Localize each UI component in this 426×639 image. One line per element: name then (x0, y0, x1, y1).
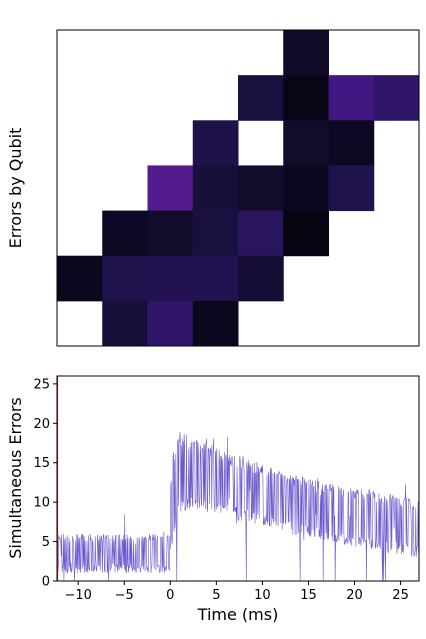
heatmap-cell (328, 120, 375, 166)
heatmap-cell (238, 75, 284, 121)
heatmap-cell (57, 255, 103, 302)
heatmap-cell (102, 300, 148, 347)
heatmap-cell (328, 75, 375, 121)
heatmap-cell (192, 120, 239, 166)
x-tick-label: 10 (254, 588, 271, 603)
y-tick-label: 5 (42, 535, 50, 550)
heatmap-cell (192, 300, 239, 347)
heatmap-ylabel: Errors by Qubit (6, 128, 25, 249)
y-tick-label: 20 (33, 417, 50, 432)
heatmap-cell (192, 210, 239, 257)
heatmap-cells (57, 30, 420, 347)
heatmap-cell (102, 255, 148, 302)
x-tick-label: 20 (346, 588, 363, 603)
timeseries-frame (56, 375, 420, 582)
timeseries-xlabel: Time (ms) (197, 605, 279, 624)
x-tick-label: 0 (166, 588, 174, 603)
heatmap-cell (147, 210, 194, 257)
heatmap-cell (147, 255, 194, 302)
heatmap-cell (283, 210, 329, 257)
heatmap-cell (102, 210, 148, 257)
heatmap-cell (283, 75, 329, 121)
timeseries-axes: −10 −5 0 5 10 15 20 25 0 5 10 15 20 25 (33, 377, 408, 603)
heatmap-cell (283, 165, 329, 212)
y-tick-label: 10 (33, 496, 50, 511)
heatmap-cell (192, 165, 239, 212)
x-tick-label: 5 (212, 588, 220, 603)
heatmap-cell (283, 120, 329, 166)
heatmap-cell (147, 165, 194, 212)
timeseries-ylabel: Simultaneous Errors (6, 397, 25, 559)
x-tick-label: 15 (300, 588, 317, 603)
heatmap-cell (238, 165, 284, 212)
heatmap-cell (238, 210, 284, 257)
timeseries-line (56, 431, 419, 582)
heatmap-cell (283, 30, 329, 76)
heatmap-cell (328, 165, 375, 212)
heatmap-cell (238, 255, 284, 302)
heatmap-cell (147, 300, 194, 347)
x-tick-label: −10 (64, 588, 91, 603)
x-tick-label: 25 (392, 588, 409, 603)
y-tick-label: 0 (42, 575, 50, 590)
y-tick-label: 25 (33, 377, 50, 392)
y-tick-label: 15 (33, 456, 50, 471)
timeseries-plot (56, 376, 419, 582)
heatmap-cell (192, 255, 239, 302)
heatmap-frame (56, 29, 420, 347)
x-tick-label: −5 (115, 588, 134, 603)
heatmap-cell (373, 75, 420, 121)
